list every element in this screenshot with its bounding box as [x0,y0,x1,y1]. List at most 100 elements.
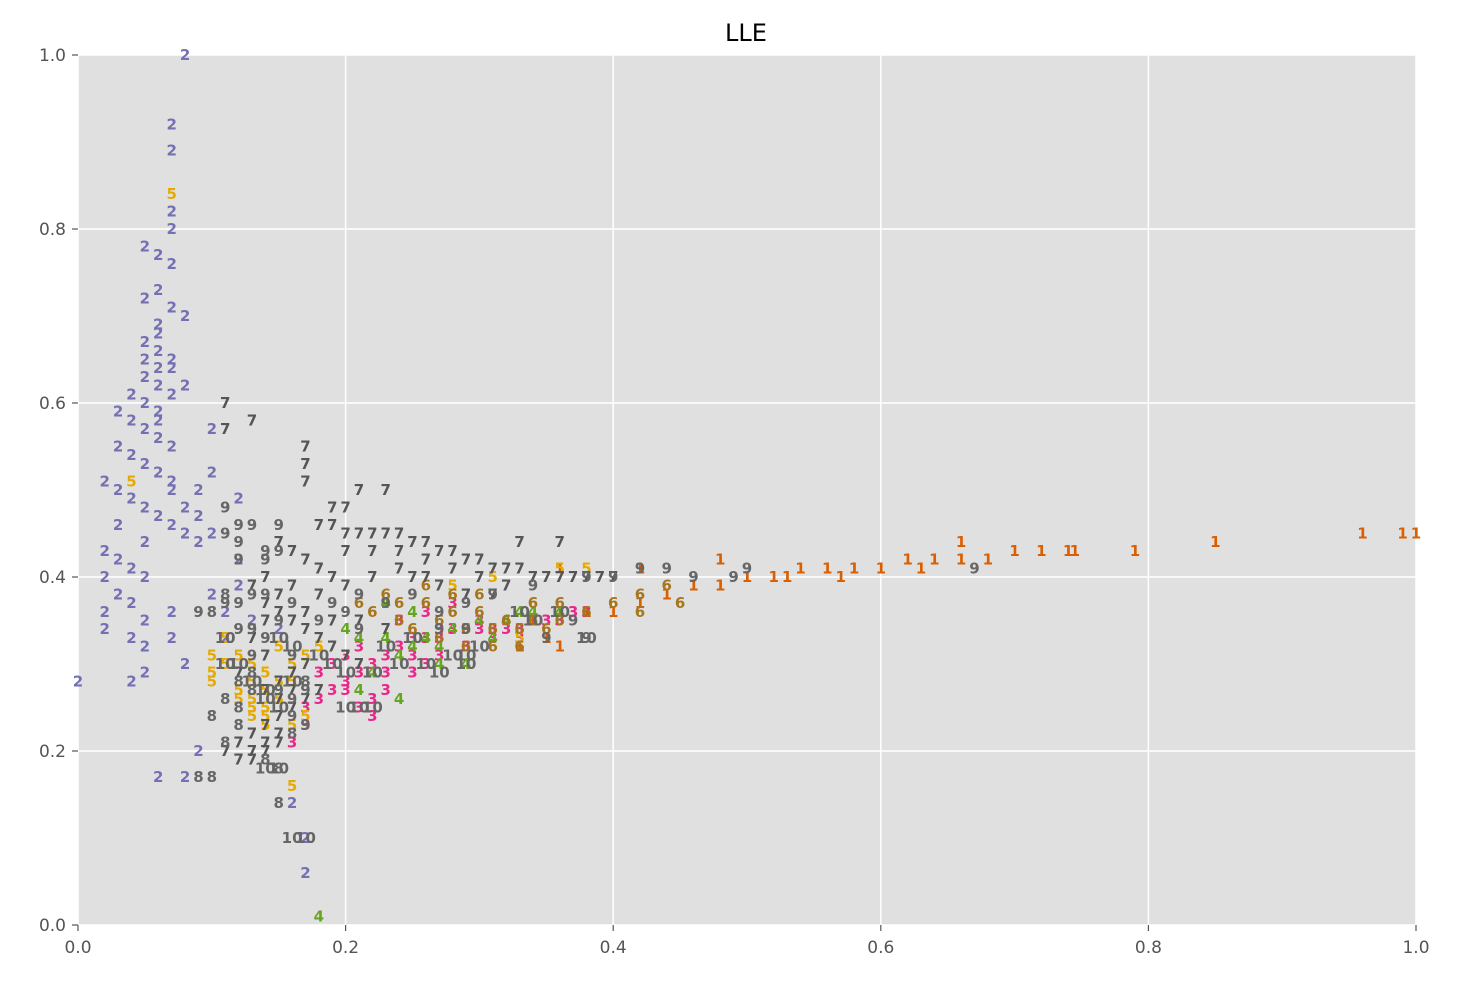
point-label-6: 6 [635,603,645,621]
x-axis: 0.0 0.2 0.4 0.6 0.8 1.0 [64,925,1430,958]
point-label-10: 10 [429,664,450,682]
point-label-2: 2 [126,385,136,403]
point-label-3: 3 [394,638,404,656]
point-label-3: 3 [447,594,457,612]
point-label-5: 5 [126,472,136,490]
point-label-2: 2 [166,298,176,316]
point-label-6: 6 [367,603,377,621]
point-label-3: 3 [381,646,391,664]
point-label-9: 9 [568,612,578,630]
point-label-2: 2 [113,481,123,499]
point-label-7: 7 [514,533,524,551]
point-label-3: 3 [340,681,350,699]
point-label-2: 2 [247,612,257,630]
point-label-2: 2 [140,568,150,586]
point-label-3: 3 [407,629,417,647]
point-label-10: 10 [242,672,263,690]
point-label-7: 7 [314,559,324,577]
point-label-7: 7 [273,725,283,743]
point-label-2: 2 [126,559,136,577]
point-label-1: 1 [769,568,779,586]
point-label-2: 2 [140,394,150,412]
point-label-2: 2 [126,672,136,690]
point-label-10: 10 [268,629,289,647]
point-label-1: 1 [1063,542,1073,560]
x-tick-label: 0.4 [600,938,627,958]
point-label-6: 6 [461,638,471,656]
point-label-2: 2 [166,142,176,160]
point-label-4: 4 [381,629,391,647]
point-label-5: 5 [300,707,310,725]
point-label-9: 9 [969,559,979,577]
point-label-3: 3 [407,646,417,664]
point-label-9: 9 [581,568,591,586]
point-label-7: 7 [314,681,324,699]
point-label-9: 9 [247,620,257,638]
point-label-9: 9 [528,577,538,595]
point-label-5: 5 [220,629,230,647]
point-label-10: 10 [389,655,410,673]
point-label-2: 2 [140,498,150,516]
point-label-3: 3 [514,629,524,647]
point-label-5: 5 [233,690,243,708]
point-label-2: 2 [113,403,123,421]
point-label-7: 7 [300,655,310,673]
point-label-1: 1 [1411,525,1421,543]
point-label-7: 7 [327,516,337,534]
point-label-7: 7 [260,594,270,612]
point-label-8: 8 [207,707,217,725]
point-label-3: 3 [488,620,498,638]
x-tick-label: 0.2 [332,938,359,958]
point-label-2: 2 [140,664,150,682]
point-label-2: 2 [180,768,190,786]
point-label-7: 7 [300,690,310,708]
point-label-2: 2 [153,342,163,360]
point-label-3: 3 [501,620,511,638]
point-label-2: 2 [140,638,150,656]
point-label-7: 7 [367,568,377,586]
point-label-1: 1 [554,559,564,577]
point-label-5: 5 [581,559,591,577]
point-label-2: 2 [140,351,150,369]
point-label-10: 10 [362,664,383,682]
point-label-1: 1 [635,594,645,612]
point-label-1: 1 [528,612,538,630]
y-tick-label: 0.8 [39,220,66,240]
point-label-10: 10 [362,699,383,717]
point-label-3: 3 [340,672,350,690]
point-label-5: 5 [287,672,297,690]
point-label-2: 2 [140,612,150,630]
point-label-9: 9 [354,585,364,603]
point-label-7: 7 [461,551,471,569]
point-label-6: 6 [394,594,404,612]
point-label-2: 2 [140,237,150,255]
point-label-9: 9 [461,594,471,612]
point-label-7: 7 [554,533,564,551]
point-label-6: 6 [554,594,564,612]
point-label-7: 7 [421,533,431,551]
point-label-6: 6 [421,577,431,595]
point-label-7: 7 [273,585,283,603]
point-label-4: 4 [340,620,350,638]
point-label-5: 5 [273,690,283,708]
point-label-2: 2 [220,603,230,621]
x-tick-label: 0.0 [64,938,91,958]
point-label-2: 2 [100,568,110,586]
point-label-3: 3 [554,612,564,630]
point-label-2: 2 [207,585,217,603]
point-label-2: 2 [126,490,136,508]
point-label-1: 1 [1130,542,1140,560]
point-label-7: 7 [501,577,511,595]
point-label-10: 10 [268,759,289,777]
point-label-2: 2 [113,516,123,534]
point-label-3: 3 [514,620,524,638]
point-label-9: 9 [247,516,257,534]
point-label-1: 1 [554,603,564,621]
point-label-7: 7 [340,542,350,560]
point-label-5: 5 [220,655,230,673]
point-label-3: 3 [381,664,391,682]
point-label-2: 2 [140,333,150,351]
point-label-5: 5 [166,185,176,203]
point-label-7: 7 [595,568,605,586]
point-label-2: 2 [300,864,310,882]
